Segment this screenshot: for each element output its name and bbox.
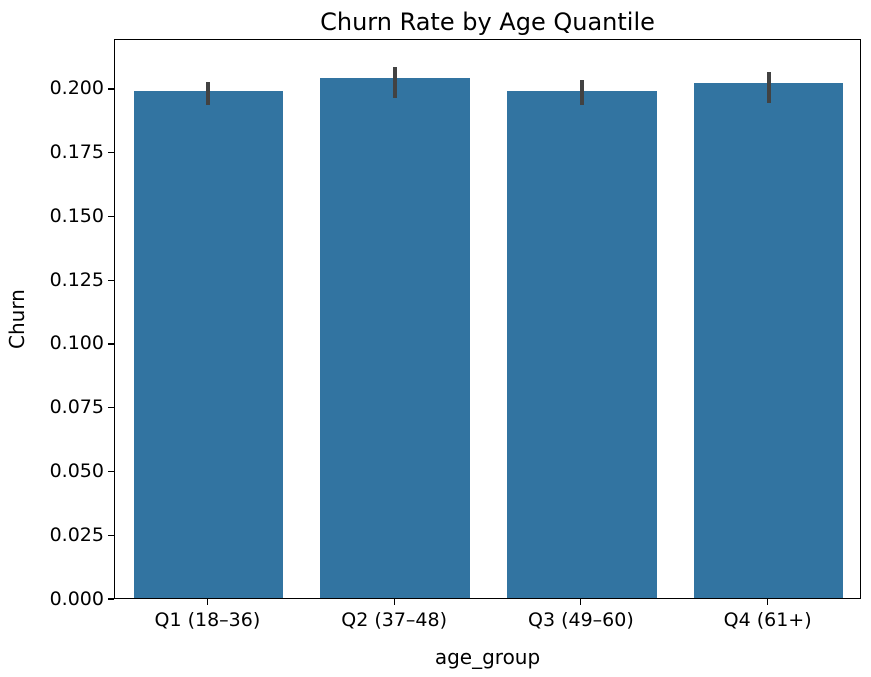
x-tick-mark [206, 599, 208, 605]
y-axis-label: Churn [5, 289, 29, 349]
y-tick-mark [108, 152, 114, 154]
y-tick-label: 0.175 [49, 141, 104, 164]
bar-3 [507, 90, 657, 598]
plot-area [114, 39, 861, 599]
bar-2 [320, 77, 470, 598]
y-tick-mark [108, 407, 114, 409]
x-tick-mark [767, 599, 769, 605]
y-tick-mark [108, 343, 114, 345]
y-tick-mark [108, 470, 114, 473]
y-tick-mark [108, 215, 114, 218]
y-tick-label: 0.100 [49, 332, 104, 355]
x-tick-label: Q3 (49–60) [527, 609, 634, 631]
y-tick-label: 0.000 [49, 587, 104, 610]
y-tick-mark [108, 598, 114, 600]
y-tick-mark [108, 88, 114, 90]
x-tick-mark [393, 599, 395, 605]
y-tick-label: 0.150 [49, 204, 104, 227]
y-tick-label: 0.050 [49, 459, 104, 482]
y-tick-mark [108, 534, 114, 536]
chart-title: Churn Rate by Age Quantile [320, 8, 655, 36]
y-tick-label: 0.075 [49, 396, 104, 419]
x-tick-label: Q4 (61+) [723, 609, 812, 631]
error-bar-3 [579, 79, 584, 106]
y-tick-label: 0.025 [49, 523, 104, 546]
x-tick-mark [580, 599, 582, 605]
bar-1 [133, 90, 284, 598]
x-tick-label: Q2 (37–48) [341, 609, 447, 631]
bar-4 [693, 82, 844, 598]
error-bar-4 [766, 72, 771, 103]
y-tick-label: 0.200 [49, 77, 104, 100]
error-bar-2 [393, 67, 398, 98]
y-tick-label: 0.125 [49, 268, 104, 291]
x-tick-label: Q1 (18–36) [154, 609, 261, 631]
y-tick-mark [108, 279, 114, 281]
error-bar-1 [206, 82, 211, 106]
x-axis-label: age_group [434, 645, 541, 669]
